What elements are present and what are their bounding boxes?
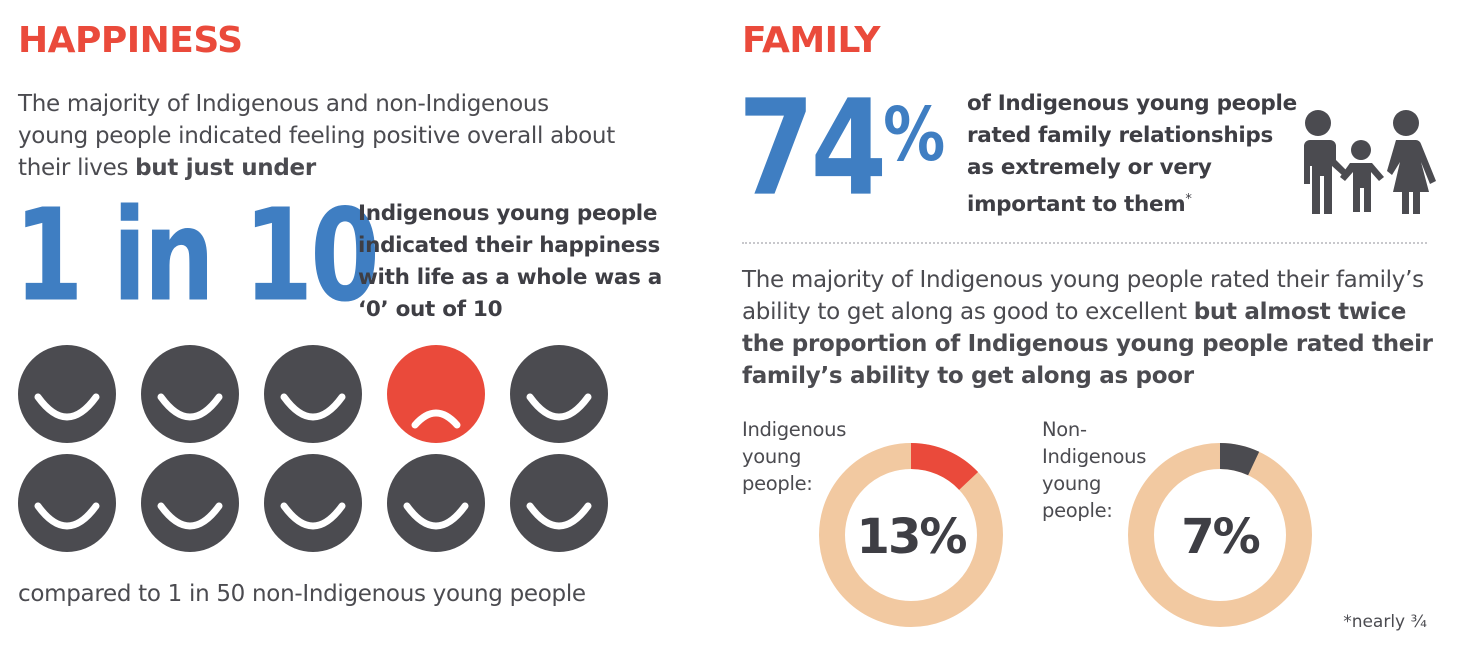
happy-face-icon (141, 345, 239, 443)
donut-label-indigenous: Indigenous young people: (742, 416, 846, 497)
happiness-comparison: compared to 1 in 50 non-Indigenous young… (18, 581, 586, 607)
stat-desc-line: rated family relationships (967, 123, 1273, 148)
happy-face-icon (510, 345, 608, 443)
stat-desc-line: important to them* (967, 184, 1307, 221)
donut-value-label: 13% (857, 509, 967, 565)
stat-desc-line: ‘0’ out of 10 (358, 297, 503, 322)
family-icon (1304, 110, 1436, 214)
family-intro-bold: but almost twice (1193, 299, 1407, 325)
donut-label-line: young (1042, 472, 1102, 495)
happiness-intro-plain: their lives (18, 155, 136, 181)
donut-label-line: people: (1042, 499, 1113, 522)
stat-desc-text: important to them (967, 192, 1186, 218)
donut-label-line: Indigenous (742, 418, 847, 441)
donut-value-label: 7% (1181, 509, 1259, 565)
happiness-big-stat: 1 in 10 (14, 180, 380, 331)
family-intro: The majority of Indigenous young people … (742, 264, 1442, 392)
happy-face-icon (18, 345, 116, 443)
donut-label-line: Indigenous (1042, 445, 1147, 468)
family-intro-plain: ability to get along as good to excellen… (742, 299, 1194, 325)
stat-desc-line: of Indigenous young people (967, 91, 1297, 116)
family-big-stat-percent: % (883, 90, 946, 178)
stat-desc-line: indicated their happiness (358, 233, 660, 258)
happiness-intro: The majority of Indigenous and non-Indig… (18, 88, 658, 184)
happy-face-icon (387, 454, 485, 552)
stat-desc-line: Indigenous young people (358, 201, 658, 226)
donut-label-line: young (742, 445, 802, 468)
family-intro-line: family’s ability to get along as poor (742, 363, 1194, 389)
happy-face-icon (18, 454, 116, 552)
footnote: *nearly ¾ (1343, 612, 1427, 632)
donut-chart-indigenous: 13% (819, 443, 1003, 627)
sad-face-icon (387, 345, 485, 443)
happiness-intro-bold: but just under (135, 155, 316, 181)
donut-label-non-indigenous: Non- Indigenous young people: (1042, 416, 1146, 524)
happy-face-icon (264, 454, 362, 552)
stat-desc-line: as extremely or very (967, 155, 1212, 180)
stat-desc-line: with life as a whole was a (358, 265, 662, 290)
family-stat-description: of Indigenous young people rated family … (967, 88, 1307, 221)
happiness-intro-line: The majority of Indigenous and non-Indig… (18, 91, 549, 117)
donut-segment (1219, 443, 1260, 476)
happiness-intro-line: young people indicated feeling positive … (18, 123, 615, 149)
happiness-intro-line: their lives but just under (18, 152, 658, 184)
family-intro-line: ability to get along as good to excellen… (742, 296, 1442, 328)
donut-label-line: people: (742, 472, 813, 495)
happy-face-icon (141, 454, 239, 552)
donut-label-line: Non- (1042, 418, 1087, 441)
donut-segment (910, 443, 979, 491)
happy-face-icon (264, 345, 362, 443)
family-big-stat-number: 74 (738, 71, 887, 225)
family-intro-line: the proportion of Indigenous young peopl… (742, 331, 1433, 357)
happy-face-icon (510, 454, 608, 552)
section-divider (742, 242, 1427, 244)
family-title: FAMILY (742, 20, 880, 61)
family-intro-line: The majority of Indigenous young people … (742, 267, 1424, 293)
faces-grid (18, 345, 618, 552)
happiness-title: HAPPINESS (18, 20, 243, 61)
family-big-stat: 74% (738, 82, 945, 214)
happiness-stat-description: Indigenous young people indicated their … (358, 198, 678, 326)
donut-chart-non-indigenous: 7% (1128, 443, 1312, 627)
asterisk-mark: * (1185, 192, 1192, 207)
